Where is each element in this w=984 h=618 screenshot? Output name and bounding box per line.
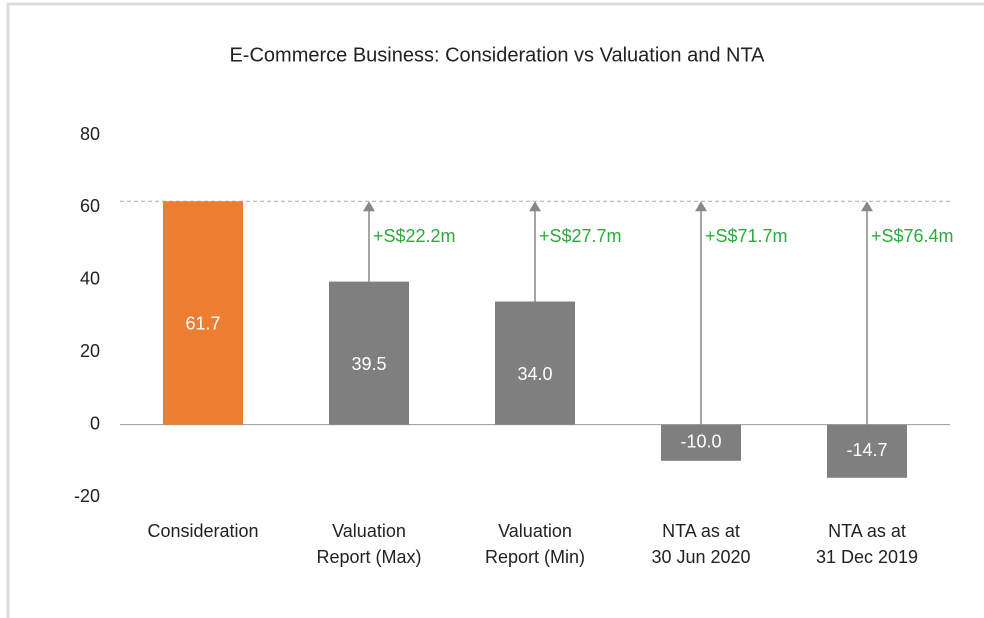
x-tick-label: Valuation (332, 521, 406, 541)
x-tick-label: 30 Jun 2020 (651, 547, 750, 567)
bar (495, 301, 575, 425)
bar (827, 424, 907, 478)
arrow-head (363, 201, 375, 212)
x-tick-label: NTA as at (662, 521, 740, 541)
value-label: -14.7 (846, 440, 887, 460)
y-tick-label: 40 (80, 269, 100, 289)
annotation: +S$76.4m (871, 226, 954, 246)
frame (6, 2, 984, 618)
annotation: +S$71.7m (705, 226, 788, 246)
value-label: 39.5 (351, 354, 386, 374)
x-tick-label: Report (Min) (485, 547, 585, 567)
value-label: 61.7 (185, 314, 220, 334)
arrow-head (861, 201, 873, 212)
y-tick-label: 60 (80, 196, 100, 216)
bar (661, 424, 741, 461)
chart-title: E-Commerce Business: Consideration vs Va… (229, 44, 765, 66)
x-tick-label: Valuation (498, 521, 572, 541)
annotation: +S$22.2m (373, 226, 456, 246)
arrow-head (529, 201, 541, 212)
y-tick-label: -20 (74, 486, 100, 506)
x-tick-label: Report (Max) (316, 547, 421, 567)
value-label: -10.0 (680, 431, 721, 451)
x-tick-label: 31 Dec 2019 (816, 547, 918, 567)
value-label: 34.0 (517, 364, 552, 384)
y-tick-label: 20 (80, 341, 100, 361)
y-tick-label: 0 (90, 413, 100, 433)
annotation: +S$27.7m (539, 226, 622, 246)
bar (329, 281, 409, 425)
bar (163, 201, 243, 425)
arrow-head (695, 201, 707, 212)
x-tick-label: Consideration (147, 521, 258, 541)
x-tick-label: NTA as at (828, 521, 906, 541)
y-tick-label: 80 (80, 124, 100, 144)
